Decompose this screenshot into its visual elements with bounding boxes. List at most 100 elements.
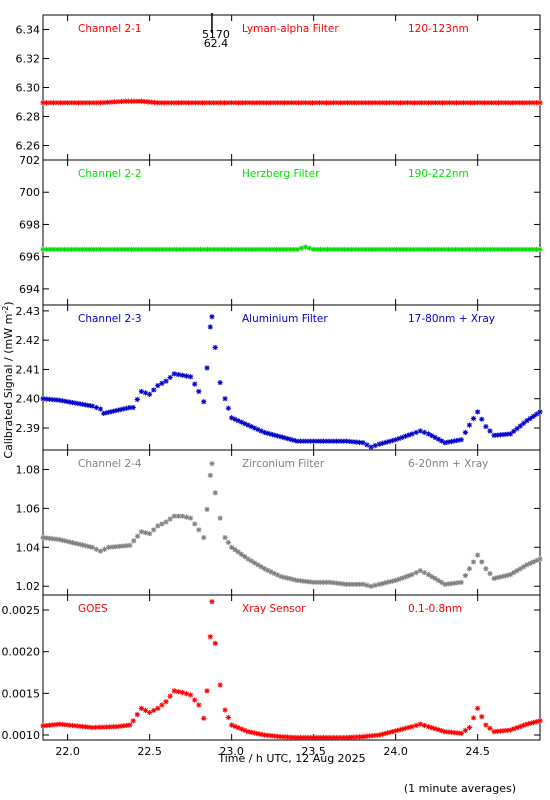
data-point (498, 432, 504, 438)
data-point (165, 100, 171, 106)
data-point (163, 246, 169, 253)
data-point (167, 693, 173, 699)
data-point (387, 246, 393, 253)
data-point (330, 734, 336, 741)
data-point (69, 246, 75, 253)
data-point (350, 581, 356, 587)
data-point (281, 435, 287, 441)
data-point (108, 99, 114, 105)
data-point (101, 246, 107, 253)
data-point (251, 560, 258, 566)
data-point (343, 581, 350, 587)
data-point (481, 246, 487, 253)
data-point (507, 571, 514, 578)
data-point (445, 581, 451, 587)
data-point (526, 246, 533, 253)
data-point (97, 406, 104, 412)
data-point (261, 566, 268, 572)
data-point (271, 432, 277, 438)
data-point (273, 246, 280, 253)
data-point (265, 732, 271, 738)
data-point (468, 100, 474, 106)
data-point (347, 438, 353, 445)
data-point (352, 246, 358, 253)
data-point (435, 577, 441, 584)
data-point (411, 246, 417, 253)
data-point (108, 246, 114, 253)
data-point (76, 246, 82, 253)
data-point (204, 365, 210, 371)
data-point (302, 244, 309, 250)
data-point (530, 719, 537, 726)
data-point (135, 246, 141, 253)
panel-header-label: Channel 2-3 (78, 313, 142, 325)
data-point (509, 246, 515, 253)
data-point (368, 444, 374, 450)
data-point (284, 575, 290, 581)
y-tick-label: 0.0010 (2, 729, 41, 742)
data-point (413, 429, 419, 436)
data-point (477, 246, 483, 253)
data-point (204, 688, 210, 694)
data-point (479, 416, 485, 422)
data-point (537, 409, 543, 415)
data-point (466, 422, 473, 428)
data-point (142, 98, 148, 105)
data-point (124, 405, 130, 411)
y-axis-label-main: Calibrated Signal / (mW m (2, 314, 15, 459)
data-point (337, 438, 343, 444)
data-point (111, 246, 117, 253)
data-point (442, 246, 448, 253)
data-point (462, 727, 468, 734)
data-point (47, 100, 53, 106)
data-point (418, 246, 424, 253)
plot-frame (42, 594, 541, 741)
data-point (320, 100, 326, 106)
data-point (429, 725, 435, 731)
data-point (115, 246, 121, 253)
panel-header-label: Herzberg Filter (242, 168, 320, 180)
data-point (512, 246, 518, 253)
data-point (79, 723, 85, 730)
data-point (457, 100, 463, 106)
data-point (114, 407, 120, 414)
data-point (196, 100, 202, 106)
data-point (50, 397, 56, 403)
data-point (424, 246, 431, 253)
data-point (183, 691, 190, 697)
data-point (191, 246, 197, 253)
data-point (207, 324, 213, 330)
data-point (301, 438, 307, 444)
data-point (432, 100, 439, 106)
data-point (151, 99, 158, 106)
data-point (501, 728, 507, 734)
data-point (401, 100, 407, 106)
data-point (43, 535, 49, 541)
data-point (393, 728, 399, 734)
data-point (159, 380, 165, 386)
data-point (138, 98, 145, 104)
data-point (235, 725, 241, 731)
data-point (380, 246, 386, 253)
data-point (232, 246, 238, 253)
data-point (288, 576, 294, 582)
data-point (138, 388, 145, 395)
data-point (73, 540, 79, 547)
data-point (40, 246, 46, 253)
data-point (297, 734, 304, 741)
data-point (253, 100, 259, 106)
panel-4: 1.02 1.04 1.06 1.08 Channel 2-4 Zirconium Fil… (16, 449, 543, 596)
data-point (278, 100, 284, 106)
data-point (162, 100, 168, 106)
data-point (159, 246, 166, 253)
data-point (53, 397, 59, 403)
data-point (504, 572, 510, 578)
data-point (291, 734, 297, 740)
data-point (69, 540, 76, 546)
data-point (402, 725, 409, 731)
data-point (366, 733, 373, 739)
data-point (86, 402, 92, 409)
data-point (394, 100, 400, 106)
data-point (89, 544, 95, 550)
y-axis-label: Calibrated Signal / (mW m-2) (1, 301, 15, 458)
